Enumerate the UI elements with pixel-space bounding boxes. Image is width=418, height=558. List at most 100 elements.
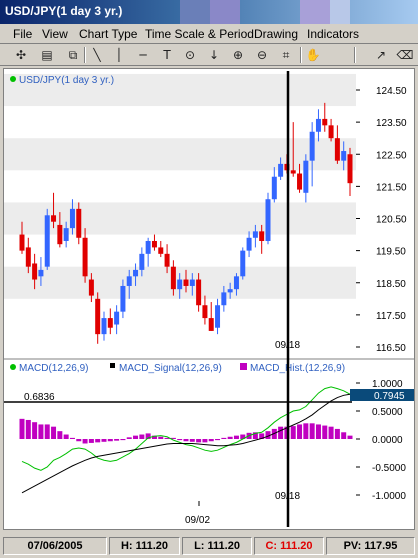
hist-bar [221, 437, 227, 439]
hist-bar [334, 428, 340, 439]
menu-time-scale-period[interactable]: Time Scale & Period [145, 27, 254, 41]
hist-bar [151, 435, 157, 439]
price-tick-label: 121.50 [376, 182, 407, 193]
candle-body [315, 118, 321, 132]
hist-bar [32, 422, 38, 439]
hist-bar [208, 439, 214, 442]
hist-legend-marker [240, 363, 247, 370]
candle-body [309, 131, 315, 161]
candle-body [246, 237, 252, 251]
candle-body [19, 234, 25, 251]
horizontal-line-icon[interactable]: ─ [139, 48, 147, 62]
menu-chart-type[interactable]: Chart Type [79, 27, 138, 41]
level-label: 0.6836 [24, 392, 55, 403]
pan-icon[interactable]: ✋ [305, 48, 321, 62]
candle-body [347, 154, 353, 184]
hist-bar [347, 435, 353, 439]
hist-bar [189, 439, 195, 442]
candle-body [38, 269, 44, 277]
status-low: L: 111.20 [182, 537, 252, 555]
cursor-date-bottom: 09/18 [275, 491, 300, 502]
text-icon[interactable]: T [163, 48, 171, 62]
zoom-out-icon[interactable]: ⊖ [256, 48, 268, 62]
eraser-icon[interactable]: ⌫ [396, 48, 414, 62]
macd-legend-marker [10, 364, 16, 370]
macd-tick-label: 0.5000 [372, 407, 403, 418]
price-tick-label: 124.50 [376, 86, 407, 97]
macd-tick-label: 0.0000 [372, 435, 403, 446]
circle-marker-icon[interactable]: ⊙ [184, 48, 196, 62]
hist-bar [158, 436, 164, 439]
status-pv: PV: 117.95 [326, 537, 415, 555]
price-tick-label: 122.50 [376, 150, 407, 161]
price-tick-label: 119.50 [376, 247, 406, 258]
hist-bar [170, 437, 176, 439]
candle-body [151, 240, 157, 248]
status-date: 07/06/2005 [3, 537, 107, 555]
candle-body [233, 276, 239, 290]
down-arrow-icon[interactable]: ↓ [208, 48, 220, 62]
candle-body [158, 247, 164, 254]
hist-bar [183, 439, 189, 442]
macd-line [21, 386, 351, 471]
hist-bar [139, 434, 145, 439]
candle-body [170, 266, 176, 290]
menu-drawing[interactable]: Drawing [254, 27, 299, 41]
print-icon[interactable]: ▤ [41, 48, 53, 62]
price-tick-label: 116.50 [376, 343, 406, 354]
hist-bar [51, 426, 57, 439]
hist-bar [38, 424, 44, 439]
candle-body [133, 269, 139, 277]
candle-body [120, 285, 126, 312]
hist-bar [88, 439, 94, 443]
hist-bar [82, 439, 88, 444]
candle-body [297, 173, 303, 190]
macd-tick-label: -1.0000 [372, 491, 406, 502]
hist-bar [309, 423, 315, 439]
chart-area[interactable]: 124.50 123.50 122.50 121.50 120.50 119.50 118.… [3, 68, 415, 530]
candle-body [183, 279, 189, 286]
vertical-line-icon[interactable]: │ [115, 48, 123, 62]
candle-body [88, 279, 94, 296]
price-tick-label: 118.50 [376, 279, 406, 290]
hist-bar [341, 432, 347, 439]
candle-body [341, 151, 347, 161]
candle-body [215, 305, 221, 328]
hist-bar [69, 437, 75, 439]
hist-bar [297, 424, 303, 439]
zoom-in-icon[interactable]: ⊕ [232, 48, 244, 62]
status-bar: 07/06/2005 H: 111.20 L: 111.20 C: 111.20… [0, 533, 418, 558]
trendline-icon[interactable]: ↗ [375, 48, 387, 62]
hist-bar [290, 426, 296, 439]
menu-file[interactable]: File [13, 27, 33, 41]
crosshair-icon[interactable]: ✣ [15, 48, 27, 62]
menu-view[interactable]: View [42, 27, 68, 41]
current-value: 0.7945 [374, 391, 405, 402]
candle-body [252, 231, 258, 238]
hist-bar [240, 434, 246, 439]
fit-icon[interactable]: ⌗ [282, 47, 290, 62]
candle-body [164, 253, 170, 267]
candle-body [44, 215, 50, 267]
hist-bar [265, 431, 271, 439]
hist-bar [25, 419, 31, 439]
menu-indicators[interactable]: Indicators [307, 27, 360, 41]
title-bar: USD/JPY(1 day 3 yr.) [0, 0, 418, 24]
diagonal-line-icon[interactable]: ╲ [93, 48, 101, 62]
candle-body [265, 199, 271, 241]
chart-svg[interactable]: 124.50 123.50 122.50 121.50 120.50 119.50 118.… [4, 69, 414, 529]
candle-body [101, 318, 107, 335]
candle-body [259, 231, 265, 241]
candle-body [51, 215, 57, 222]
candle-body [139, 253, 145, 270]
copy-icon[interactable]: ⧉ [68, 47, 78, 62]
price-legend-marker [10, 76, 16, 82]
menu-bar: File View Chart Type Time Scale & Period… [0, 24, 418, 44]
candle-body [95, 298, 101, 335]
window-title: USD/JPY(1 day 3 yr.) [5, 4, 123, 18]
hist-bar [233, 435, 239, 439]
hist-bar [164, 437, 170, 439]
hist-bar [114, 439, 120, 441]
hist-bar [215, 439, 221, 441]
hist-bar [63, 434, 69, 439]
